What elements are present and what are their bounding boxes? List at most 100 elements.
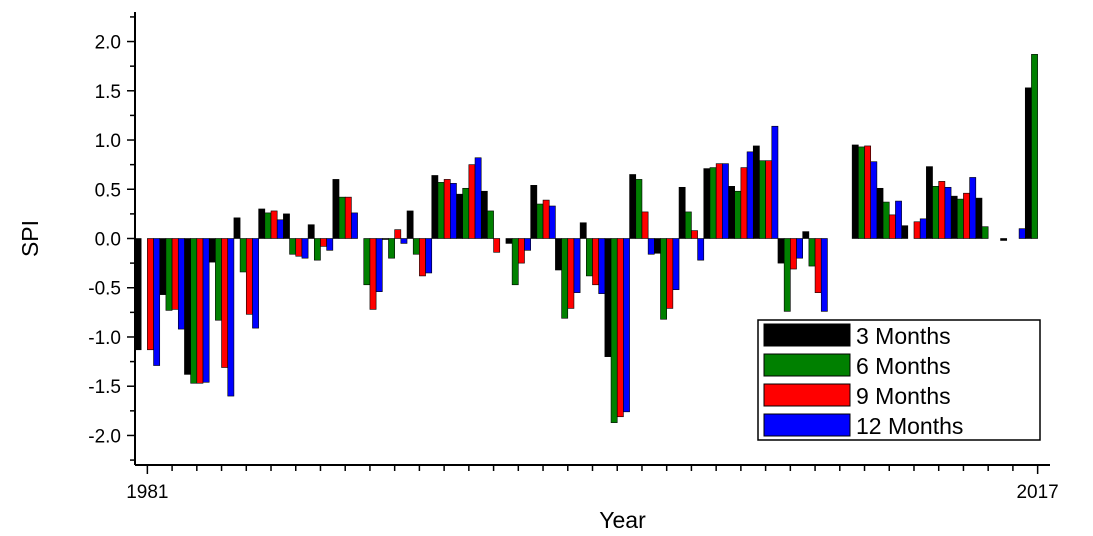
bar-9-months-1996 <box>518 238 525 264</box>
bar-3-months-1997 <box>530 185 538 239</box>
bar-3-months-1996 <box>505 238 513 244</box>
y-tick-label-1: -1.5 <box>88 377 121 398</box>
bar-3-months-2016 <box>1000 238 1008 241</box>
bar-3-months-1988 <box>307 224 315 239</box>
bar-9-months-2012 <box>913 221 921 239</box>
y-tick-label-2: -1.0 <box>88 328 121 349</box>
bar-9-months-1998 <box>567 238 575 309</box>
bar-6-months-1999 <box>586 238 593 277</box>
bar-12-months-1993 <box>449 183 457 239</box>
bar-6-months-2004 <box>709 167 717 239</box>
bar-9-months-2006 <box>765 160 773 239</box>
bar-6-months-1985 <box>239 238 247 273</box>
bar-12-months-1994 <box>474 157 482 239</box>
bar-6-months-2006 <box>759 160 766 239</box>
bar-12-months-2002 <box>672 238 680 291</box>
bar-3-months-1994 <box>456 193 463 239</box>
bar-12-months-1984 <box>227 238 235 397</box>
bar-3-months-1998 <box>555 238 562 271</box>
bar-6-months-2003 <box>684 211 692 239</box>
bar-3-months-2003 <box>678 186 686 239</box>
bar-12-months-1996 <box>524 238 531 251</box>
y-tick-label-8: 2.0 <box>95 33 121 54</box>
bar-6-months-1991 <box>388 238 395 259</box>
legend-items: 3 Months 6 Months 9 Months 12 Months <box>763 323 963 439</box>
bar-9-months-2005 <box>740 167 748 239</box>
legend-swatch-9-months <box>763 383 851 407</box>
bar-3-months-1987 <box>283 213 290 239</box>
bar-3-months-2014 <box>950 195 958 239</box>
bar-3-months-1991 <box>381 238 389 240</box>
bar-9-months-2010 <box>864 145 872 239</box>
bar-9-months-2004 <box>715 163 723 239</box>
bar-6-months-2014 <box>956 198 964 239</box>
bar-9-months-1989 <box>344 196 352 239</box>
bar-12-months-2012 <box>919 218 927 239</box>
bar-12-months-2005 <box>746 151 754 239</box>
bar-3-months-2001 <box>629 174 637 239</box>
bar-9-months-1986 <box>270 210 278 239</box>
bar-9-months-1999 <box>592 238 599 286</box>
bar-6-months-1989 <box>338 196 346 239</box>
bar-12-months-1982 <box>177 238 185 330</box>
bar-6-months-2007 <box>783 238 791 312</box>
bar-12-months-2007 <box>796 238 804 259</box>
bar-12-months-2000 <box>623 238 630 413</box>
bar-3-months-2013 <box>926 166 933 239</box>
bar-6-months-1984 <box>215 238 222 321</box>
bar-3-months-1986 <box>258 208 266 239</box>
x-tick-label-last: 2017 <box>1016 482 1058 503</box>
bar-9-months-1990 <box>369 238 377 310</box>
bar-6-months-2001 <box>635 179 643 239</box>
bar-9-months-2007 <box>790 238 797 270</box>
bar-12-months-1983 <box>202 238 210 383</box>
y-tick-label-5: 0.5 <box>95 180 121 201</box>
bar-3-months-1993 <box>431 175 439 239</box>
bar-6-months-2010 <box>858 146 865 239</box>
bar-3-months-2005 <box>728 186 735 239</box>
bar-6-months-1993 <box>437 182 445 239</box>
bar-6-months-1987 <box>289 238 297 255</box>
bar-6-months-2005 <box>734 190 742 239</box>
bar-12-months-2014 <box>969 177 977 239</box>
bar-12-months-1990 <box>375 238 383 292</box>
bar-12-months-1992 <box>425 238 433 274</box>
bar-9-months-2000 <box>616 238 624 418</box>
bar-9-months-1987 <box>295 238 303 257</box>
bar-3-months-2002 <box>654 238 661 254</box>
bar-3-months-2011 <box>876 187 884 239</box>
legend-swatch-12-months <box>763 413 851 437</box>
x-axis-title: Year <box>599 507 646 531</box>
bar-12-months-2006 <box>771 125 779 239</box>
bar-3-months-2006 <box>752 145 760 239</box>
bar-6-months-1982 <box>165 238 173 311</box>
bar-3-months-1995 <box>480 190 488 239</box>
bar-3-months-1982 <box>159 238 167 295</box>
bar-9-months-1982 <box>171 238 179 310</box>
bar-12-months-1985 <box>252 238 259 329</box>
legend-label-3-months: 3 Months <box>856 323 951 349</box>
bar-6-months-2000 <box>610 238 618 423</box>
bar-6-months-1988 <box>313 238 321 261</box>
bar-3-months-2007 <box>777 238 785 264</box>
bar-3-months-1983 <box>184 238 191 375</box>
y-ticks: -2.0 -1.5 -1.0 -0.5 0.0 0.5 1.0 1.5 2.0 <box>88 16 135 461</box>
bar-9-months-2001 <box>641 211 649 239</box>
bar-3-months-1992 <box>406 210 414 239</box>
bar-9-months-1984 <box>221 238 229 368</box>
bar-3-months-2010 <box>851 144 859 239</box>
bar-3-months-2008 <box>802 231 810 239</box>
bar-12-months-1999 <box>598 238 606 294</box>
legend-label-12-months: 12 Months <box>856 413 963 439</box>
y-tick-label-3: -0.5 <box>88 279 121 300</box>
bar-6-months-1994 <box>462 187 470 239</box>
bar-9-months-2008 <box>814 238 822 293</box>
y-tick-label-6: 1.0 <box>95 131 121 152</box>
bar-3-months-2012 <box>901 225 909 239</box>
bar-12-months-2016 <box>1018 228 1026 239</box>
bar-9-months-1985 <box>245 238 253 315</box>
bar-6-months-1990 <box>363 238 371 286</box>
bar-9-months-1981 <box>147 238 154 351</box>
